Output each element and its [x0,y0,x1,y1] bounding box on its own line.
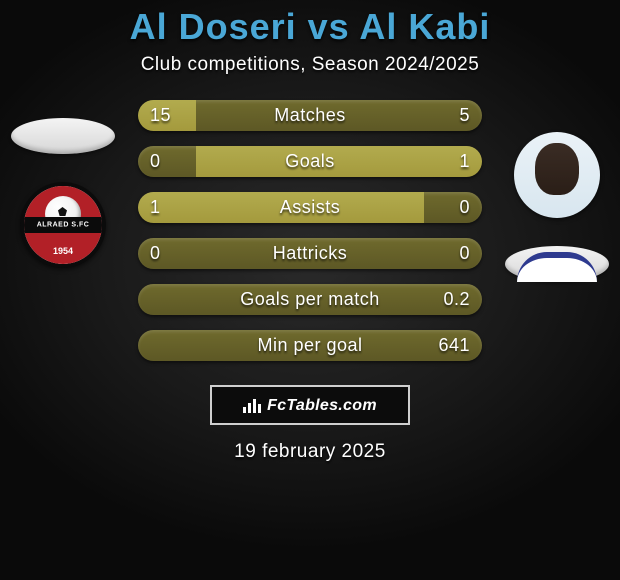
stat-value-right: 1 [459,146,470,177]
left-flag-ellipse [11,118,115,154]
stat-value-right: 0 [459,238,470,269]
bar-icon [243,399,261,413]
date-stamp: 19 february 2025 [0,441,620,463]
stat-label: Goals per match [138,284,482,315]
right-player-region [502,132,612,282]
stat-row: 0Goals1 [138,146,482,177]
stat-row: 1Assists0 [138,192,482,223]
stat-label: Hattricks [138,238,482,269]
left-club-year: 1954 [24,246,102,256]
stat-label: Goals [138,146,482,177]
stat-row: Min per goal641 [138,330,482,361]
stat-value-right: 0.2 [443,284,470,315]
page-subtitle: Club competitions, Season 2024/2025 [0,54,620,76]
stat-value-right: 5 [459,100,470,131]
stat-row: Goals per match0.2 [138,284,482,315]
brand-text: FcTables.com [267,397,377,415]
stat-label: Matches [138,100,482,131]
left-player-region: ALRAED S.FC 1954 [8,118,118,268]
stat-row: 0Hattricks0 [138,238,482,269]
page-title: Al Doseri vs Al Kabi [0,6,620,48]
stat-label: Min per goal [138,330,482,361]
stat-value-right: 641 [438,330,470,361]
brand-badge: FcTables.com [210,385,410,425]
stats-panel: 15Matches50Goals11Assists00Hattricks0Goa… [138,100,482,361]
left-club-logo: ALRAED S.FC 1954 [20,182,106,268]
left-club-name: ALRAED S.FC [24,222,102,229]
stat-value-right: 0 [459,192,470,223]
stat-row: 15Matches5 [138,100,482,131]
stat-label: Assists [138,192,482,223]
right-player-avatar [514,132,600,218]
